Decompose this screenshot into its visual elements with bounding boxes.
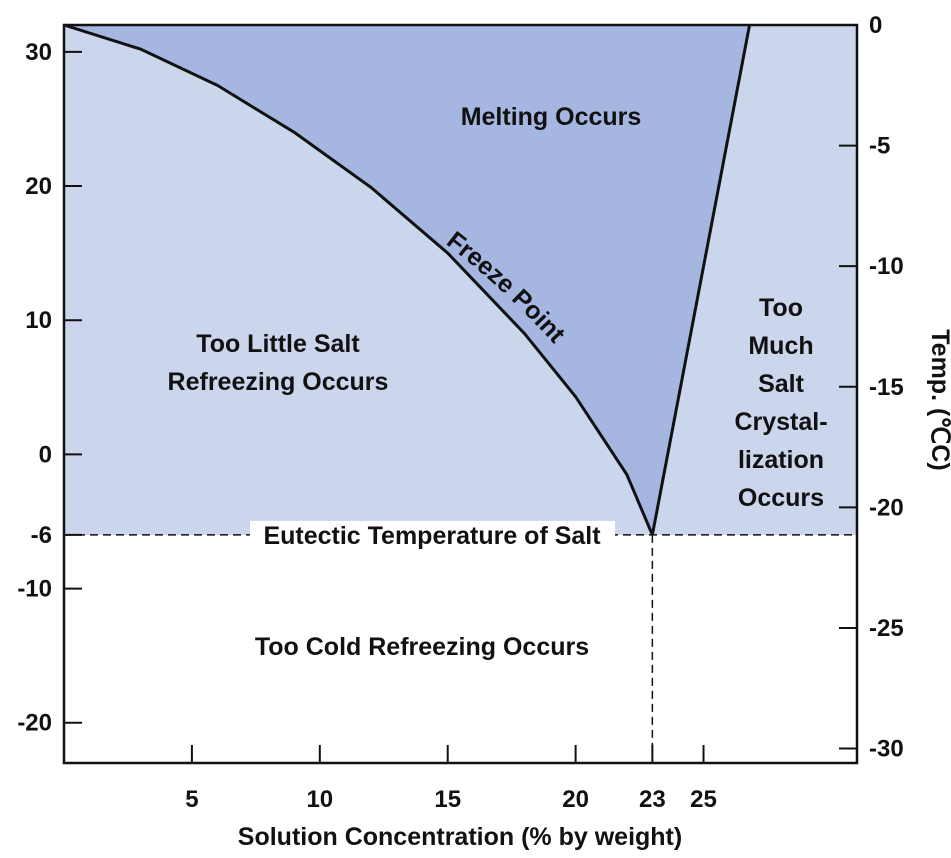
region-label-line: Much: [748, 332, 813, 360]
too-little-salt-region-label: Too Little Salt Refreezing Occurs: [168, 330, 389, 396]
crystallization-line: [650, 24, 752, 536]
region-label-line: lization: [738, 446, 824, 474]
left-y-tick-label: 0: [39, 441, 52, 468]
x-tick-label: 20: [562, 786, 589, 813]
x-tick-label: 23: [639, 786, 666, 813]
right-y-tick-label: -5: [869, 133, 890, 160]
tick-layer: 5 10 15 20 23 25 30 20 10 0 -6 -10 -20 0 -5 -10 -15 -20 -2…: [17, 12, 903, 813]
right-y-tick-label: -20: [869, 494, 904, 521]
region-label-line: Too Cold Refreezing Occurs: [255, 633, 589, 661]
right-y-axis-title: Temp. (℃C): [926, 329, 951, 471]
melting-region-fill: [64, 25, 750, 535]
too-cold-region-label: Too Cold Refreezing Occurs: [255, 633, 589, 661]
x-axis-title: Solution Concentration (% by weight): [238, 823, 682, 851]
left-y-tick-label: -10: [17, 576, 52, 603]
left-y-tick-label: 10: [25, 307, 52, 334]
x-tick-label: 15: [434, 786, 461, 813]
region-label-line: Melting Occurs: [461, 103, 642, 131]
region-label-line: Refreezing Occurs: [168, 368, 389, 396]
x-tick-label: 5: [185, 786, 198, 813]
region-label-line: Crystal-: [734, 408, 827, 436]
right-y-tick-label: -30: [869, 736, 904, 763]
eutectic-label-background: [250, 520, 615, 549]
x-tick-label: 25: [690, 786, 717, 813]
region-label-line: Occurs: [738, 484, 824, 512]
right-y-tick-label: -15: [869, 374, 904, 401]
right-y-tick-label: -10: [869, 253, 904, 280]
left-y-tick-label: 30: [25, 39, 52, 66]
right-y-tick-label: 0: [869, 12, 882, 39]
left-y-tick-label: -20: [17, 710, 52, 737]
too-much-salt-region-label: Too Much Salt Crystal-lization Occurs: [734, 294, 827, 512]
region-label-line: Too: [759, 294, 803, 322]
plot-frame: [62, 23, 859, 765]
x-tick-label: 10: [306, 786, 333, 813]
freeze-point-curve: [63, 23, 654, 536]
left-y-tick-label: -6: [31, 522, 52, 549]
melting-region-label: Melting Occurs: [461, 103, 642, 131]
right-y-tick-label: -25: [869, 615, 904, 642]
region-label-line: Too Little Salt: [196, 330, 360, 358]
eutectic-temperature-label: Eutectic Temperature of Salt: [263, 522, 601, 550]
left-y-tick-label: 20: [25, 173, 52, 200]
region-label-line: Salt: [758, 370, 805, 398]
